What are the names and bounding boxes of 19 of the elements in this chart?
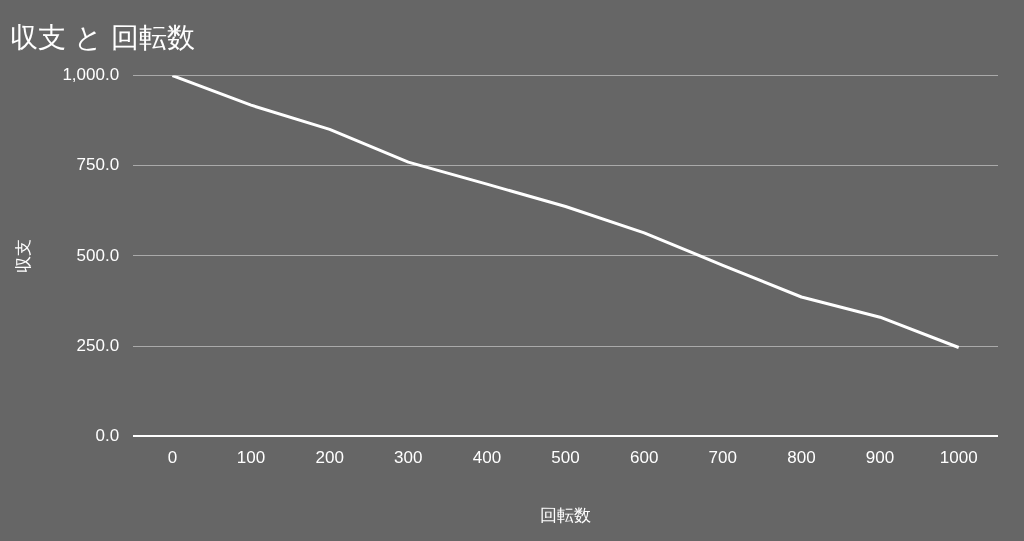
y-tick-label: 250.0 — [76, 335, 120, 355]
x-axis-title: 回転数 — [540, 506, 592, 526]
x-tick-label: 1000 — [939, 448, 978, 468]
y-tick-label: 1,000.0 — [62, 65, 120, 85]
chart-title: 収支 と 回転数 — [10, 21, 195, 53]
x-tick-label: 500 — [551, 448, 580, 468]
x-tick-label: 0 — [167, 448, 178, 468]
x-tick-label: 200 — [315, 448, 344, 468]
x-tick-label: 800 — [787, 448, 816, 468]
y-tick-label: 500.0 — [76, 245, 120, 265]
x-tick-label: 100 — [236, 448, 266, 468]
y-tick-label: 750.0 — [76, 155, 120, 175]
x-tick-label: 400 — [472, 448, 502, 468]
x-tick-label: 900 — [865, 448, 895, 468]
x-tick-label: 600 — [630, 448, 659, 468]
y-tick-label: 0.0 — [95, 425, 120, 445]
x-tick-label: 700 — [708, 448, 737, 468]
x-tick-label: 300 — [394, 448, 423, 468]
y-axis-title: 収支 — [13, 238, 33, 273]
